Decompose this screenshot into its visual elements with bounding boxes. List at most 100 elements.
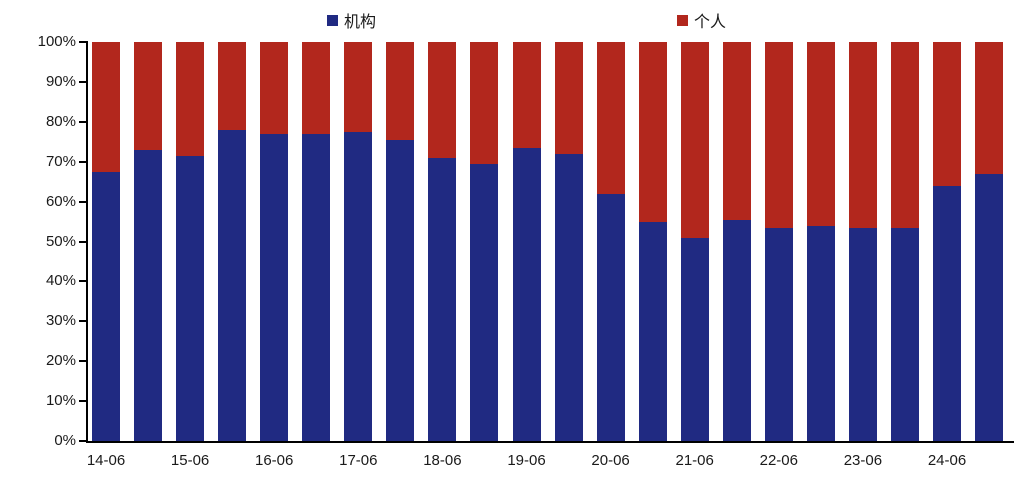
bar-segment-individual <box>344 42 373 132</box>
bar-segment-individual <box>512 42 541 148</box>
bar-segment-institution <box>975 173 1004 441</box>
y-axis-tick <box>79 240 86 243</box>
legend-item-institution: 机构 <box>327 8 376 32</box>
bar-14-06 <box>92 42 120 441</box>
bar-segment-institution <box>806 225 835 441</box>
bar-17-06 <box>344 42 373 441</box>
bar-16-06 <box>260 42 289 441</box>
x-axis-line <box>86 441 1014 443</box>
bar-segment-individual <box>848 42 877 228</box>
y-axis-tick <box>79 280 86 283</box>
bar-segment-institution <box>596 193 625 441</box>
y-axis-tick-label: 60% <box>45 192 76 210</box>
x-axis-tick-label: 19-06 <box>507 452 546 469</box>
bar-18-06 <box>428 42 457 441</box>
bar-segment-institution <box>848 227 877 441</box>
y-axis-tick-label: 100% <box>37 33 76 50</box>
bar-segment-institution <box>218 129 247 441</box>
bar-23-12 <box>890 42 919 441</box>
bar-segment-individual <box>596 42 625 194</box>
legend-label-institution: 机构 <box>344 14 377 31</box>
x-axis-tick-label: 17-06 <box>339 452 378 469</box>
bar-segment-institution <box>890 227 919 441</box>
bar-22-06 <box>764 42 793 441</box>
bar-segment-individual <box>176 42 205 156</box>
x-axis-tick-label: 22-06 <box>759 452 798 469</box>
bar-segment-institution <box>428 157 457 441</box>
bar-segment-institution <box>260 133 289 441</box>
bar-segment-individual <box>92 42 120 172</box>
bar-segment-individual <box>260 42 289 134</box>
bar-15-12 <box>218 42 247 441</box>
y-axis-tick <box>79 360 86 363</box>
y-axis-tick-label: 40% <box>45 272 76 290</box>
bar-segment-individual <box>428 42 457 158</box>
y-axis-tick-label: 70% <box>45 152 76 170</box>
x-axis-tick-label: 15-06 <box>170 452 210 469</box>
bar-21-06 <box>680 42 709 441</box>
bar-17-12 <box>386 42 415 441</box>
bar-20-06 <box>596 42 625 441</box>
y-axis-tick-label: 20% <box>45 352 76 370</box>
y-axis-tick-label: 50% <box>45 232 76 250</box>
bar-21-12 <box>722 42 751 441</box>
bar-segment-individual <box>134 42 163 150</box>
bar-20-12 <box>638 42 667 441</box>
bar-24-12 <box>975 42 1004 441</box>
y-axis-tick-label: 0% <box>54 432 76 449</box>
bar-19-12 <box>554 42 583 441</box>
bar-segment-individual <box>638 42 667 222</box>
y-axis-tick-label: 10% <box>45 392 76 410</box>
bar-18-12 <box>470 42 499 441</box>
bar-segment-institution <box>554 153 583 441</box>
bar-segment-individual <box>302 42 331 134</box>
legend-swatch-institution-icon <box>327 14 338 26</box>
x-axis-tick-label: 24-06 <box>927 452 967 469</box>
bar-segment-institution <box>470 163 499 441</box>
y-axis-tick <box>79 400 86 403</box>
y-axis-tick <box>79 440 86 442</box>
bar-segment-institution <box>722 219 751 441</box>
bar-segment-individual <box>554 42 583 154</box>
bar-segment-individual <box>470 42 499 164</box>
legend-label-individual: 个人 <box>694 14 727 31</box>
bar-segment-individual <box>722 42 751 220</box>
y-axis-tick <box>79 41 86 43</box>
x-axis-tick-label: 16-06 <box>255 452 294 469</box>
bar-14-12 <box>134 42 163 441</box>
bar-segment-institution <box>176 155 205 441</box>
y-axis-tick <box>79 80 86 83</box>
y-axis-tick <box>79 200 86 203</box>
bar-23-06 <box>848 42 877 441</box>
bar-16-12 <box>302 42 331 441</box>
bar-segment-individual <box>218 42 247 130</box>
bar-segment-institution <box>933 185 961 441</box>
x-axis-tick-label: 14-06 <box>86 452 126 469</box>
bar-segment-individual <box>386 42 415 140</box>
x-axis-tick-label: 18-06 <box>423 452 462 469</box>
y-axis-tick <box>79 160 86 163</box>
bar-24-06 <box>933 42 961 441</box>
legend-item-individual: 个人 <box>677 8 726 32</box>
bar-segment-institution <box>386 139 415 441</box>
bar-segment-individual <box>764 42 793 228</box>
bar-segment-institution <box>680 237 709 441</box>
bar-segment-institution <box>512 147 541 441</box>
y-axis-tick-label: 30% <box>45 312 76 330</box>
x-axis-tick-label: 21-06 <box>675 452 714 469</box>
bar-segment-institution <box>302 133 331 441</box>
bar-15-06 <box>176 42 205 441</box>
bar-segment-individual <box>975 42 1004 174</box>
x-axis-tick-label: 20-06 <box>591 452 630 469</box>
y-axis-tick <box>79 120 86 123</box>
bar-segment-institution <box>134 149 163 441</box>
bar-segment-institution <box>344 131 373 441</box>
bar-segment-institution <box>638 221 667 441</box>
bar-19-06 <box>512 42 541 441</box>
bar-segment-institution <box>92 171 120 441</box>
x-axis-tick-label: 23-06 <box>843 452 883 469</box>
y-axis-tick-label: 90% <box>45 72 76 90</box>
bar-segment-individual <box>680 42 709 238</box>
y-axis-tick-label: 80% <box>45 112 76 130</box>
